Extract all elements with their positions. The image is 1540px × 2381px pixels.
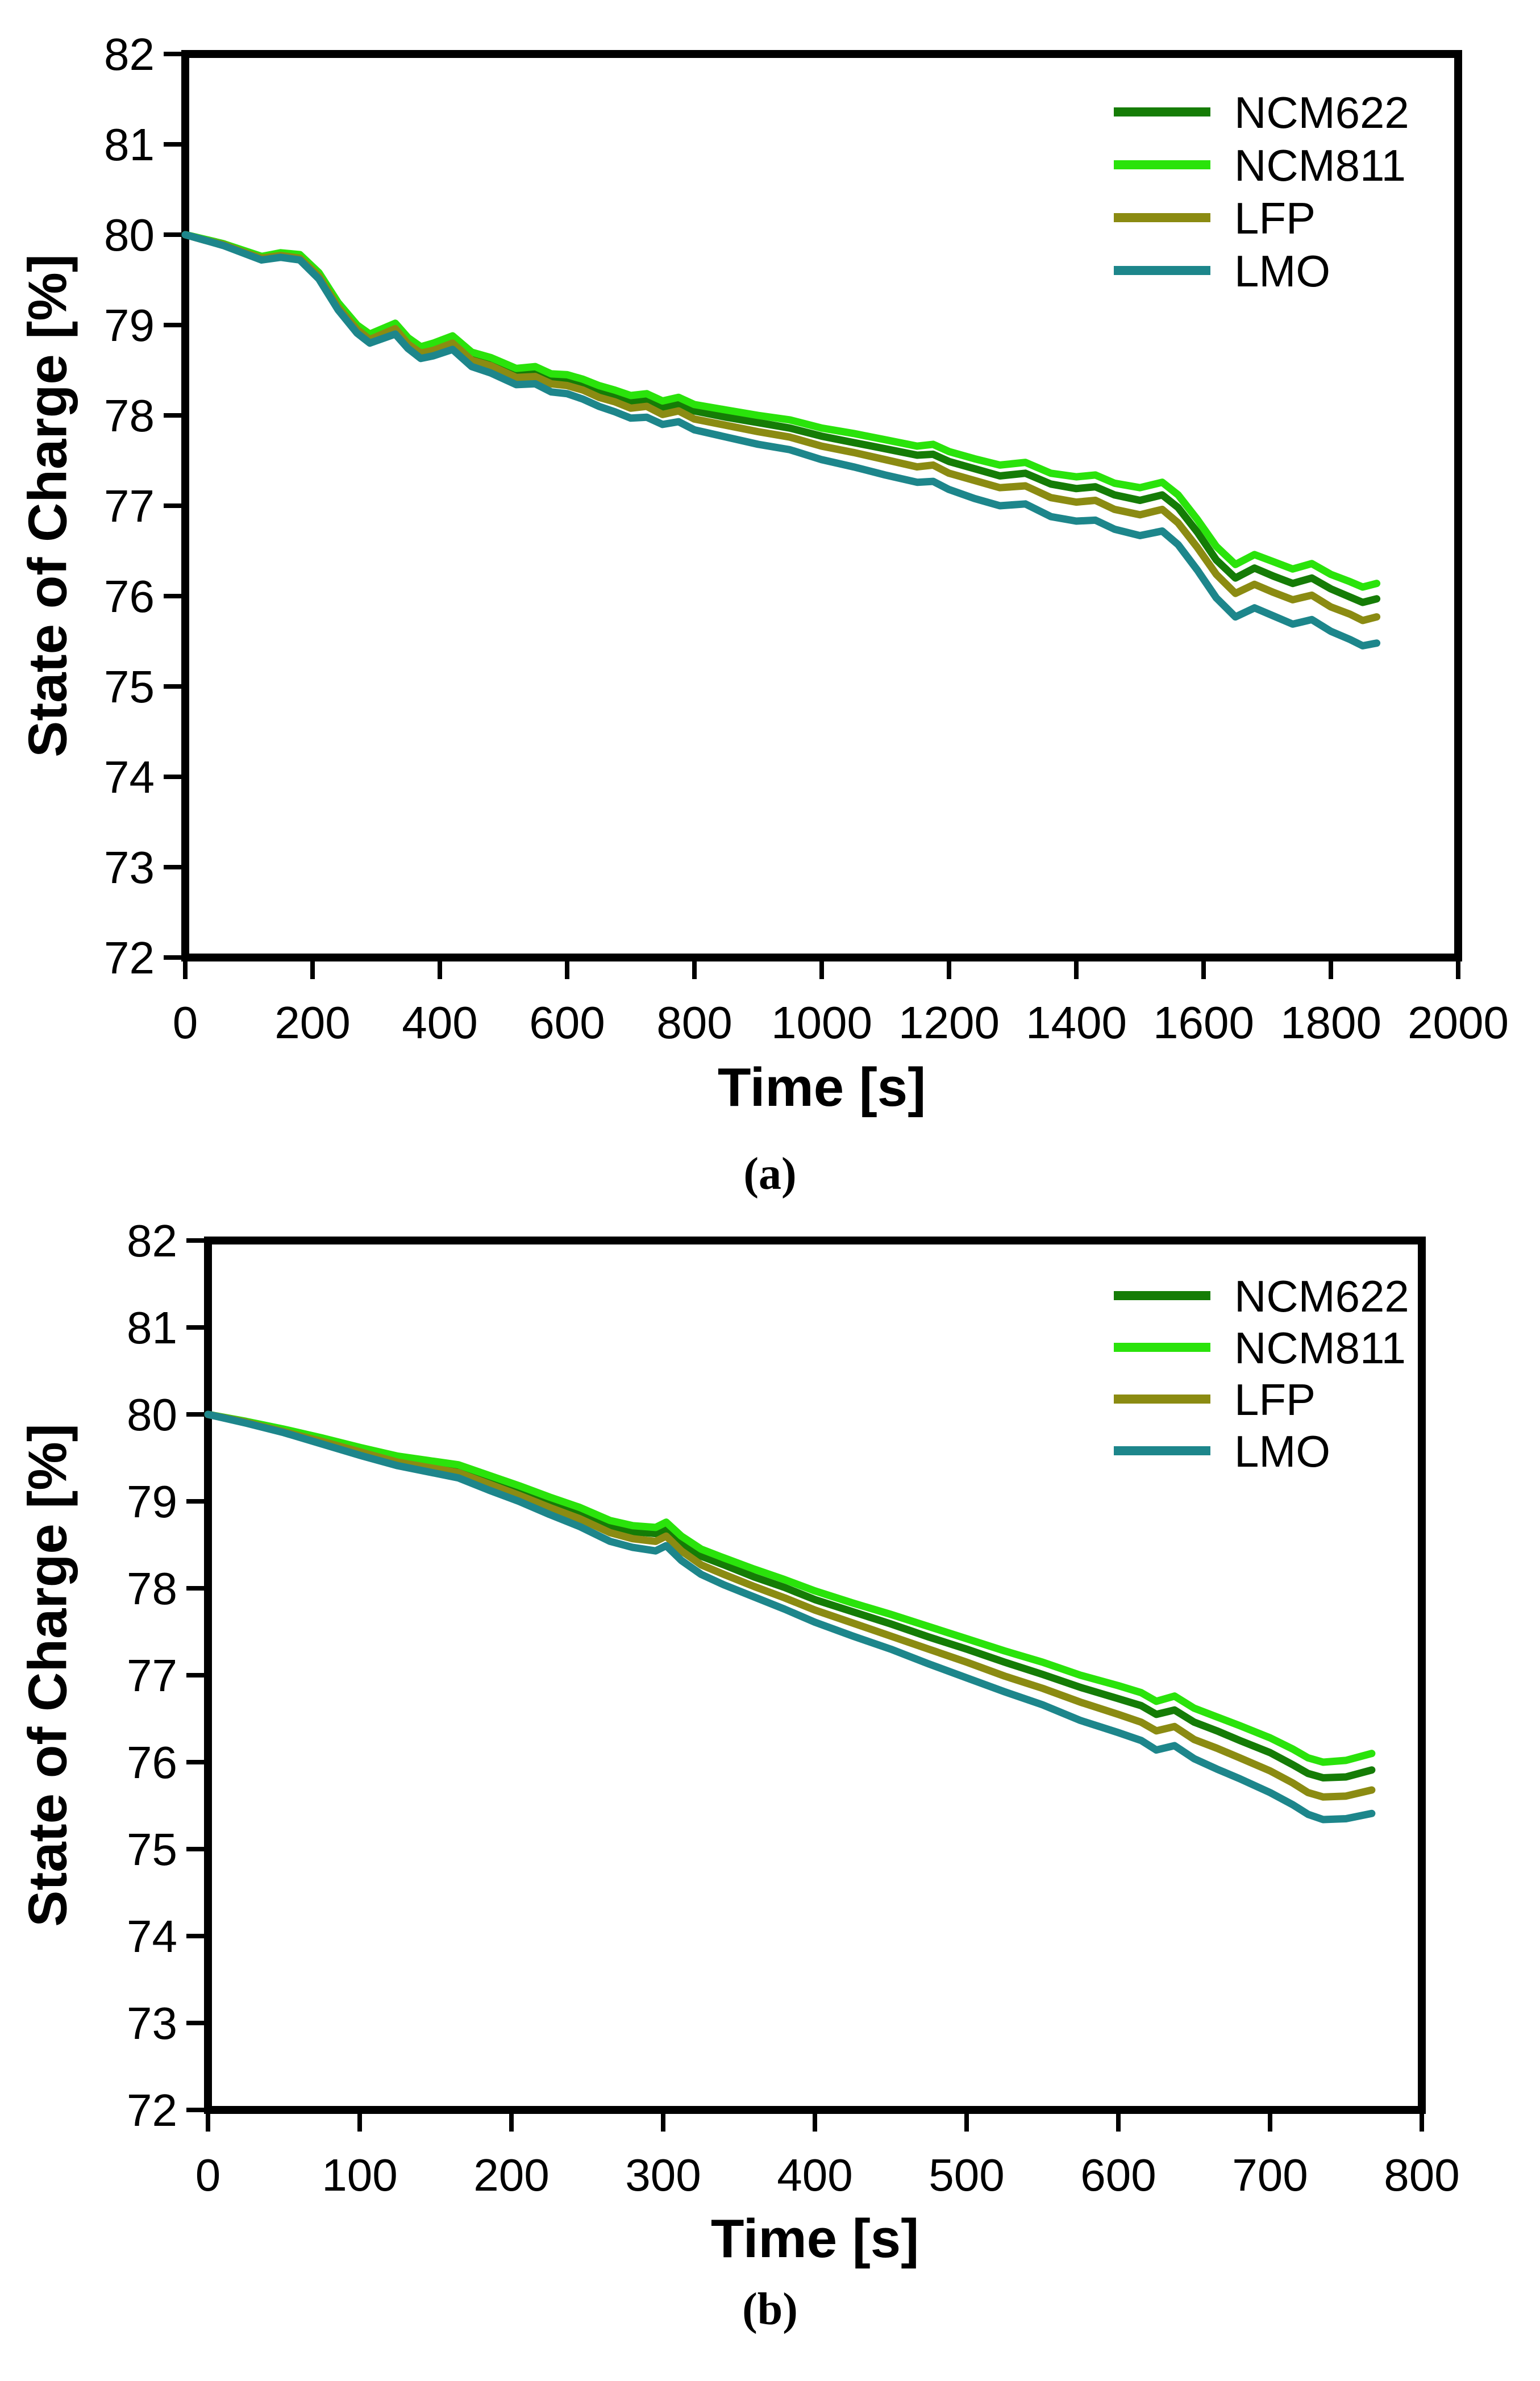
x-tick-label-a: 600 (529, 997, 605, 1048)
legend-label-lmo-b: LMO (1234, 1426, 1330, 1476)
y-tick-label-a: 74 (104, 752, 155, 802)
legend-label-lfp-b: LFP (1234, 1375, 1316, 1425)
legend-label-lmo-a: LMO (1234, 246, 1330, 296)
x-tick-label-b: 600 (1080, 2150, 1156, 2200)
x-tick-label-a: 1400 (1026, 997, 1127, 1048)
x-tick-label-a: 400 (402, 997, 477, 1048)
legend-label-ncm622-b: NCM622 (1234, 1271, 1409, 1321)
x-tick-label-b: 400 (777, 2150, 852, 2200)
y-tick-label-a: 77 (104, 481, 155, 531)
plot-a: 0 200 400 600 800 1000 1200 1400 1600 1800 2000 82 8… (104, 29, 1509, 1048)
x-tick-label-a: 200 (274, 997, 350, 1048)
y-tick-label-b: 72 (127, 2085, 177, 2136)
y-tick-label-a: 81 (104, 119, 155, 170)
series-line-lfp-b (204, 1410, 1376, 1801)
y-tick-label-a: 79 (104, 300, 155, 351)
y-tick-label-b: 73 (127, 1998, 177, 2049)
series-line-lmo-b (204, 1410, 1376, 1824)
y-tick-label-a: 75 (104, 661, 155, 712)
y-tick-label-b: 74 (127, 1911, 177, 1962)
x-tick-label-b: 300 (625, 2150, 701, 2200)
y-tick-label-b: 80 (127, 1389, 177, 1440)
y-tick-label-b: 82 (127, 1216, 177, 1266)
y-tick-label-a: 73 (104, 842, 155, 893)
x-axis-title-b: Time [s] (710, 2208, 919, 2269)
x-tick-label-b: 800 (1384, 2150, 1459, 2200)
series-line-ncm811-a (181, 231, 1381, 591)
y-tick-label-a: 76 (104, 571, 155, 622)
x-tick-label-b: 700 (1232, 2150, 1308, 2200)
legend-label-lfp-a: LFP (1234, 193, 1316, 243)
x-tick-label-b: 200 (473, 2150, 549, 2200)
panel-caption-a: (a) (743, 1149, 797, 1199)
series-line-lmo-a (181, 231, 1381, 650)
x-tick-label-b: 100 (322, 2150, 397, 2200)
y-axis-title-a-text: State of Charge [%] (18, 254, 79, 757)
x-tick-label-a: 0 (173, 997, 198, 1048)
x-tick-label-a: 1600 (1153, 997, 1254, 1048)
y-axis-title-a: State of Charge [%] (6, 54, 91, 958)
y-tick-label-b: 81 (127, 1302, 177, 1353)
legend-label-ncm811-a: NCM811 (1234, 140, 1406, 190)
y-tick-label-a: 78 (104, 390, 155, 441)
x-axis-title-a: Time [s] (717, 1057, 926, 1118)
panel-caption-b: (b) (742, 2284, 798, 2334)
x-tick-label-a: 800 (656, 997, 732, 1048)
x-tick-label-b: 0 (195, 2150, 221, 2200)
y-tick-label-b: 75 (127, 1824, 177, 1875)
y-tick-label-a: 72 (104, 933, 155, 983)
plot-b: 0 100 200 300 400 500 600 700 800 82 81 80 79 78 77 76 7… (127, 1216, 1460, 2200)
x-tick-label-a: 2000 (1408, 997, 1509, 1048)
legend-label-ncm811-b: NCM811 (1234, 1323, 1406, 1373)
y-tick-label-b: 76 (127, 1737, 177, 1788)
y-tick-label-a: 80 (104, 210, 155, 260)
y-tick-label-b: 77 (127, 1650, 177, 1701)
x-tick-label-b: 500 (929, 2150, 1004, 2200)
y-tick-label-a: 82 (104, 29, 155, 80)
x-tick-label-a: 1000 (771, 997, 872, 1048)
y-tick-label-b: 79 (127, 1476, 177, 1527)
x-tick-label-a: 1200 (898, 997, 1000, 1048)
y-axis-title-b: State of Charge [%] (6, 1241, 91, 2110)
y-axis-title-b-text: State of Charge [%] (18, 1423, 79, 1927)
x-tick-label-a: 1800 (1280, 997, 1381, 1048)
y-tick-label-b: 78 (127, 1563, 177, 1614)
legend-label-ncm622-a: NCM622 (1234, 88, 1409, 138)
series-line-ncm811-b (204, 1410, 1376, 1766)
